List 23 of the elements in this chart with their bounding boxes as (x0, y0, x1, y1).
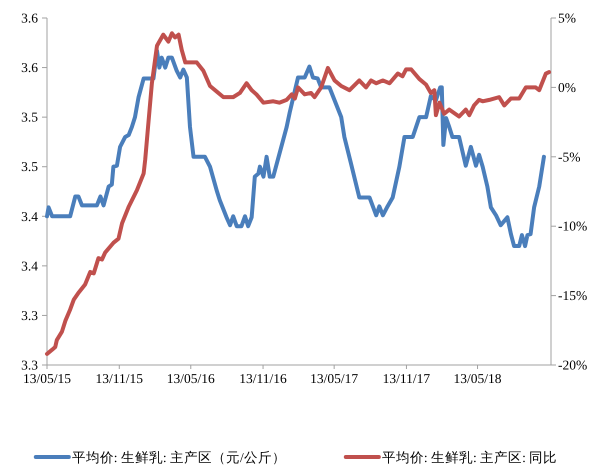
legend-label: 平均价: 生鲜乳: 主产区: 同比 (382, 450, 558, 465)
legend-label: 平均价: 生鲜乳: 主产区（元/公斤） (72, 450, 286, 465)
y-tick-label: 3.5 (21, 110, 38, 125)
x-tick-label: 13/05/17 (310, 371, 358, 386)
y2-tick-label: 5% (558, 10, 576, 26)
x-tick-label: 13/11/17 (382, 371, 430, 386)
y-tick-label: 3.3 (21, 358, 38, 372)
y2-tick-label: -20% (558, 358, 588, 372)
y2-tick-label: -15% (558, 288, 588, 304)
y-tick-label: 3.4 (21, 258, 38, 274)
x-tick-label: 13/05/18 (454, 371, 502, 386)
y-tick-label: 3.4 (21, 208, 38, 224)
x-tick-label: 13/05/16 (166, 371, 216, 386)
y-tick-label: 3.6 (21, 60, 38, 76)
y2-tick-label: 0% (558, 80, 576, 95)
y-tick-label: 3.5 (21, 159, 38, 174)
y2-tick-label: -10% (558, 218, 588, 234)
y-tick-label: 3.3 (21, 308, 38, 323)
y-tick-label: 3.6 (21, 10, 38, 26)
x-tick-label: 13/05/15 (22, 371, 72, 386)
x-tick-label: 13/11/15 (96, 371, 144, 386)
x-tick-label: 13/11/16 (239, 371, 288, 386)
y2-tick-label: -5% (558, 149, 580, 164)
